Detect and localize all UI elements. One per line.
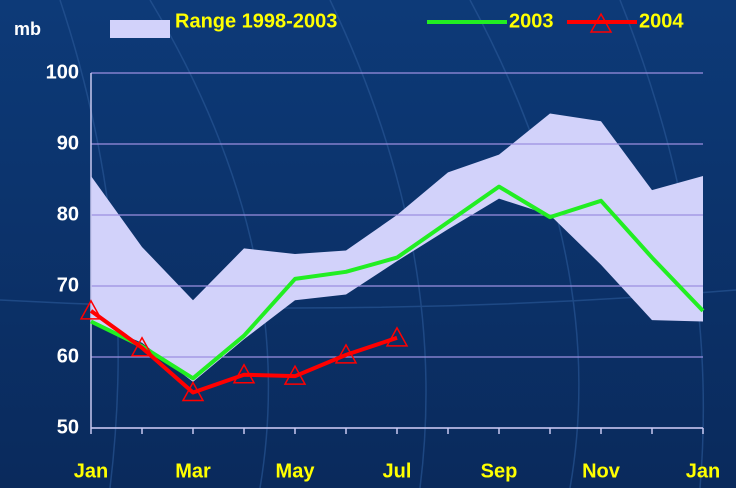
point-marker [130,336,154,357]
y-tick-label: 60 [57,345,79,367]
point-marker [385,326,409,347]
y-tick-label: 100 [46,61,79,83]
point-marker [283,364,307,385]
y-tick-label: 90 [57,132,79,154]
legend-label: Range 1998-2003 [175,10,337,32]
x-tick-label: Jul [383,460,412,482]
x-tick-label: Jan [74,460,108,482]
legend-label: 2004 [639,10,684,32]
y-tick-label: 50 [57,416,79,438]
y-axis-label: mb [14,19,41,39]
x-tick-label: Nov [582,460,621,482]
legend-marker [589,12,613,33]
legend-swatch [110,20,170,38]
x-tick-label: May [276,460,316,482]
y-tick-label: 70 [57,274,79,296]
x-tick-label: Mar [175,460,211,482]
series-line [90,184,705,381]
point-marker [79,299,103,320]
series-line [89,309,398,395]
point-marker [334,343,358,364]
range-band [91,113,703,382]
x-tick-label: Jan [686,460,720,482]
x-tick-label: Sep [481,460,518,482]
point-marker [181,380,205,402]
y-tick-label: 80 [57,203,79,225]
point-marker [232,363,256,384]
legend-label: 2003 [509,10,554,32]
